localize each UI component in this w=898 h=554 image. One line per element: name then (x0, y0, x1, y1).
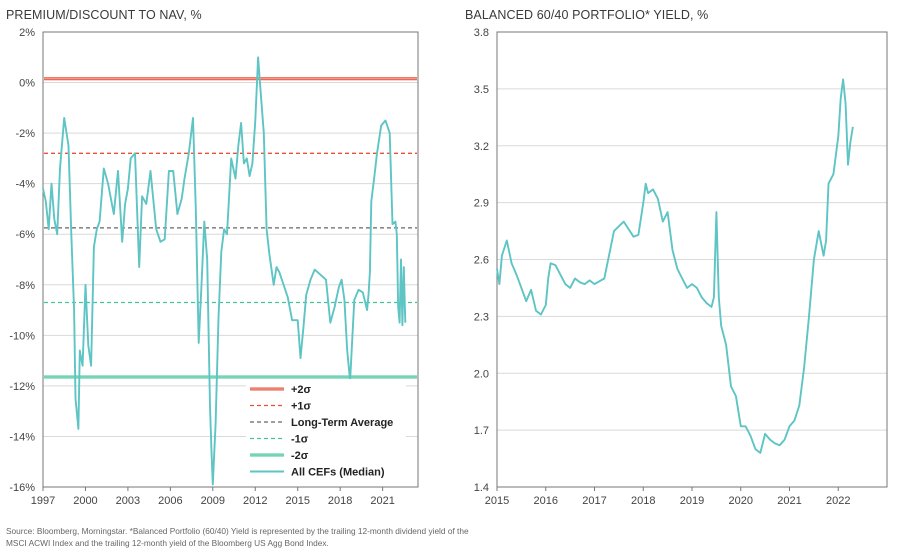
portfolio-yield-y-tick-label: 3.5 (474, 84, 489, 96)
premium-discount-y-tick-label: 0% (19, 78, 35, 90)
premium-discount-x-tick-label: 2003 (116, 495, 140, 507)
premium-discount-x-tick-label: 2000 (73, 495, 97, 507)
premium-discount-series-line (42, 56, 407, 486)
premium-discount-x-tick-label: 2018 (328, 495, 352, 507)
premium-discount-y-tick-label: -4% (15, 179, 35, 191)
premium-discount-plot-frame (42, 31, 419, 488)
portfolio-yield-y-tick-label: 2.3 (474, 311, 489, 323)
right-chart-title: BALANCED 60/40 PORTFOLIO* YIELD, % (465, 8, 709, 22)
premium-discount-y-tick-label: -8% (15, 280, 35, 292)
portfolio-yield-y-tick-label: 2.6 (474, 255, 489, 267)
premium-discount-x-tick-label: 2006 (158, 495, 182, 507)
premium-discount-y-tick-label: -14% (9, 431, 35, 443)
premium-discount-y-tick-label: -10% (9, 330, 35, 342)
portfolio-yield-x-tick-label: 2017 (582, 495, 606, 507)
premium-discount-legend-label: +1σ (291, 401, 312, 413)
portfolio-yield-x-tick-label: 2019 (680, 495, 704, 507)
premium-discount-y-tick-label: -6% (15, 229, 35, 241)
premium-discount-y-tick-label: -16% (9, 482, 35, 494)
premium-discount-legend-label: -2σ (291, 450, 309, 462)
premium-discount-x-tick-label: 1997 (31, 495, 55, 507)
premium-discount-legend-label: All CEFs (Median) (291, 467, 385, 479)
premium-discount-legend-label: Long-Term Average (291, 417, 393, 429)
portfolio-yield-y-tick-label: 3.8 (474, 27, 489, 39)
portfolio-yield-y-tick-label: 2.0 (474, 368, 489, 380)
portfolio-yield-y-tick-label: 1.7 (474, 425, 489, 437)
premium-discount-legend-label: +2σ (291, 384, 312, 396)
premium-discount-y-tick-label: -12% (9, 381, 35, 393)
portfolio-yield-x-tick-label: 2021 (777, 495, 801, 507)
portfolio-yield-x-tick-label: 2016 (534, 495, 558, 507)
premium-discount-x-tick-label: 2015 (285, 495, 309, 507)
portfolio-yield-x-tick-label: 2022 (826, 495, 850, 507)
premium-discount-x-tick-label: 2009 (201, 495, 225, 507)
portfolio-yield-series-line (496, 78, 854, 454)
premium-discount-legend-label: -1σ (291, 434, 309, 446)
portfolio-yield-x-tick-label: 2018 (631, 495, 655, 507)
left-chart-title: PREMIUM/DISCOUNT TO NAV, % (6, 8, 202, 22)
premium-discount-x-tick-label: 2012 (243, 495, 267, 507)
portfolio-yield-x-tick-label: 2020 (729, 495, 753, 507)
portfolio-yield-y-tick-label: 1.4 (474, 482, 489, 494)
premium-discount-y-tick-label: 2% (19, 27, 35, 39)
premium-discount-legend-box (246, 379, 406, 482)
portfolio-yield-y-tick-label: 3.2 (474, 141, 489, 153)
premium-discount-x-tick-label: 2021 (370, 495, 394, 507)
premium-discount-y-tick-label: -2% (15, 128, 35, 140)
source-footnote: Source: Bloomberg, Morningstar. *Balance… (6, 526, 469, 548)
portfolio-yield-y-tick-label: 2.9 (474, 198, 489, 210)
portfolio-yield-x-tick-label: 2015 (485, 495, 509, 507)
